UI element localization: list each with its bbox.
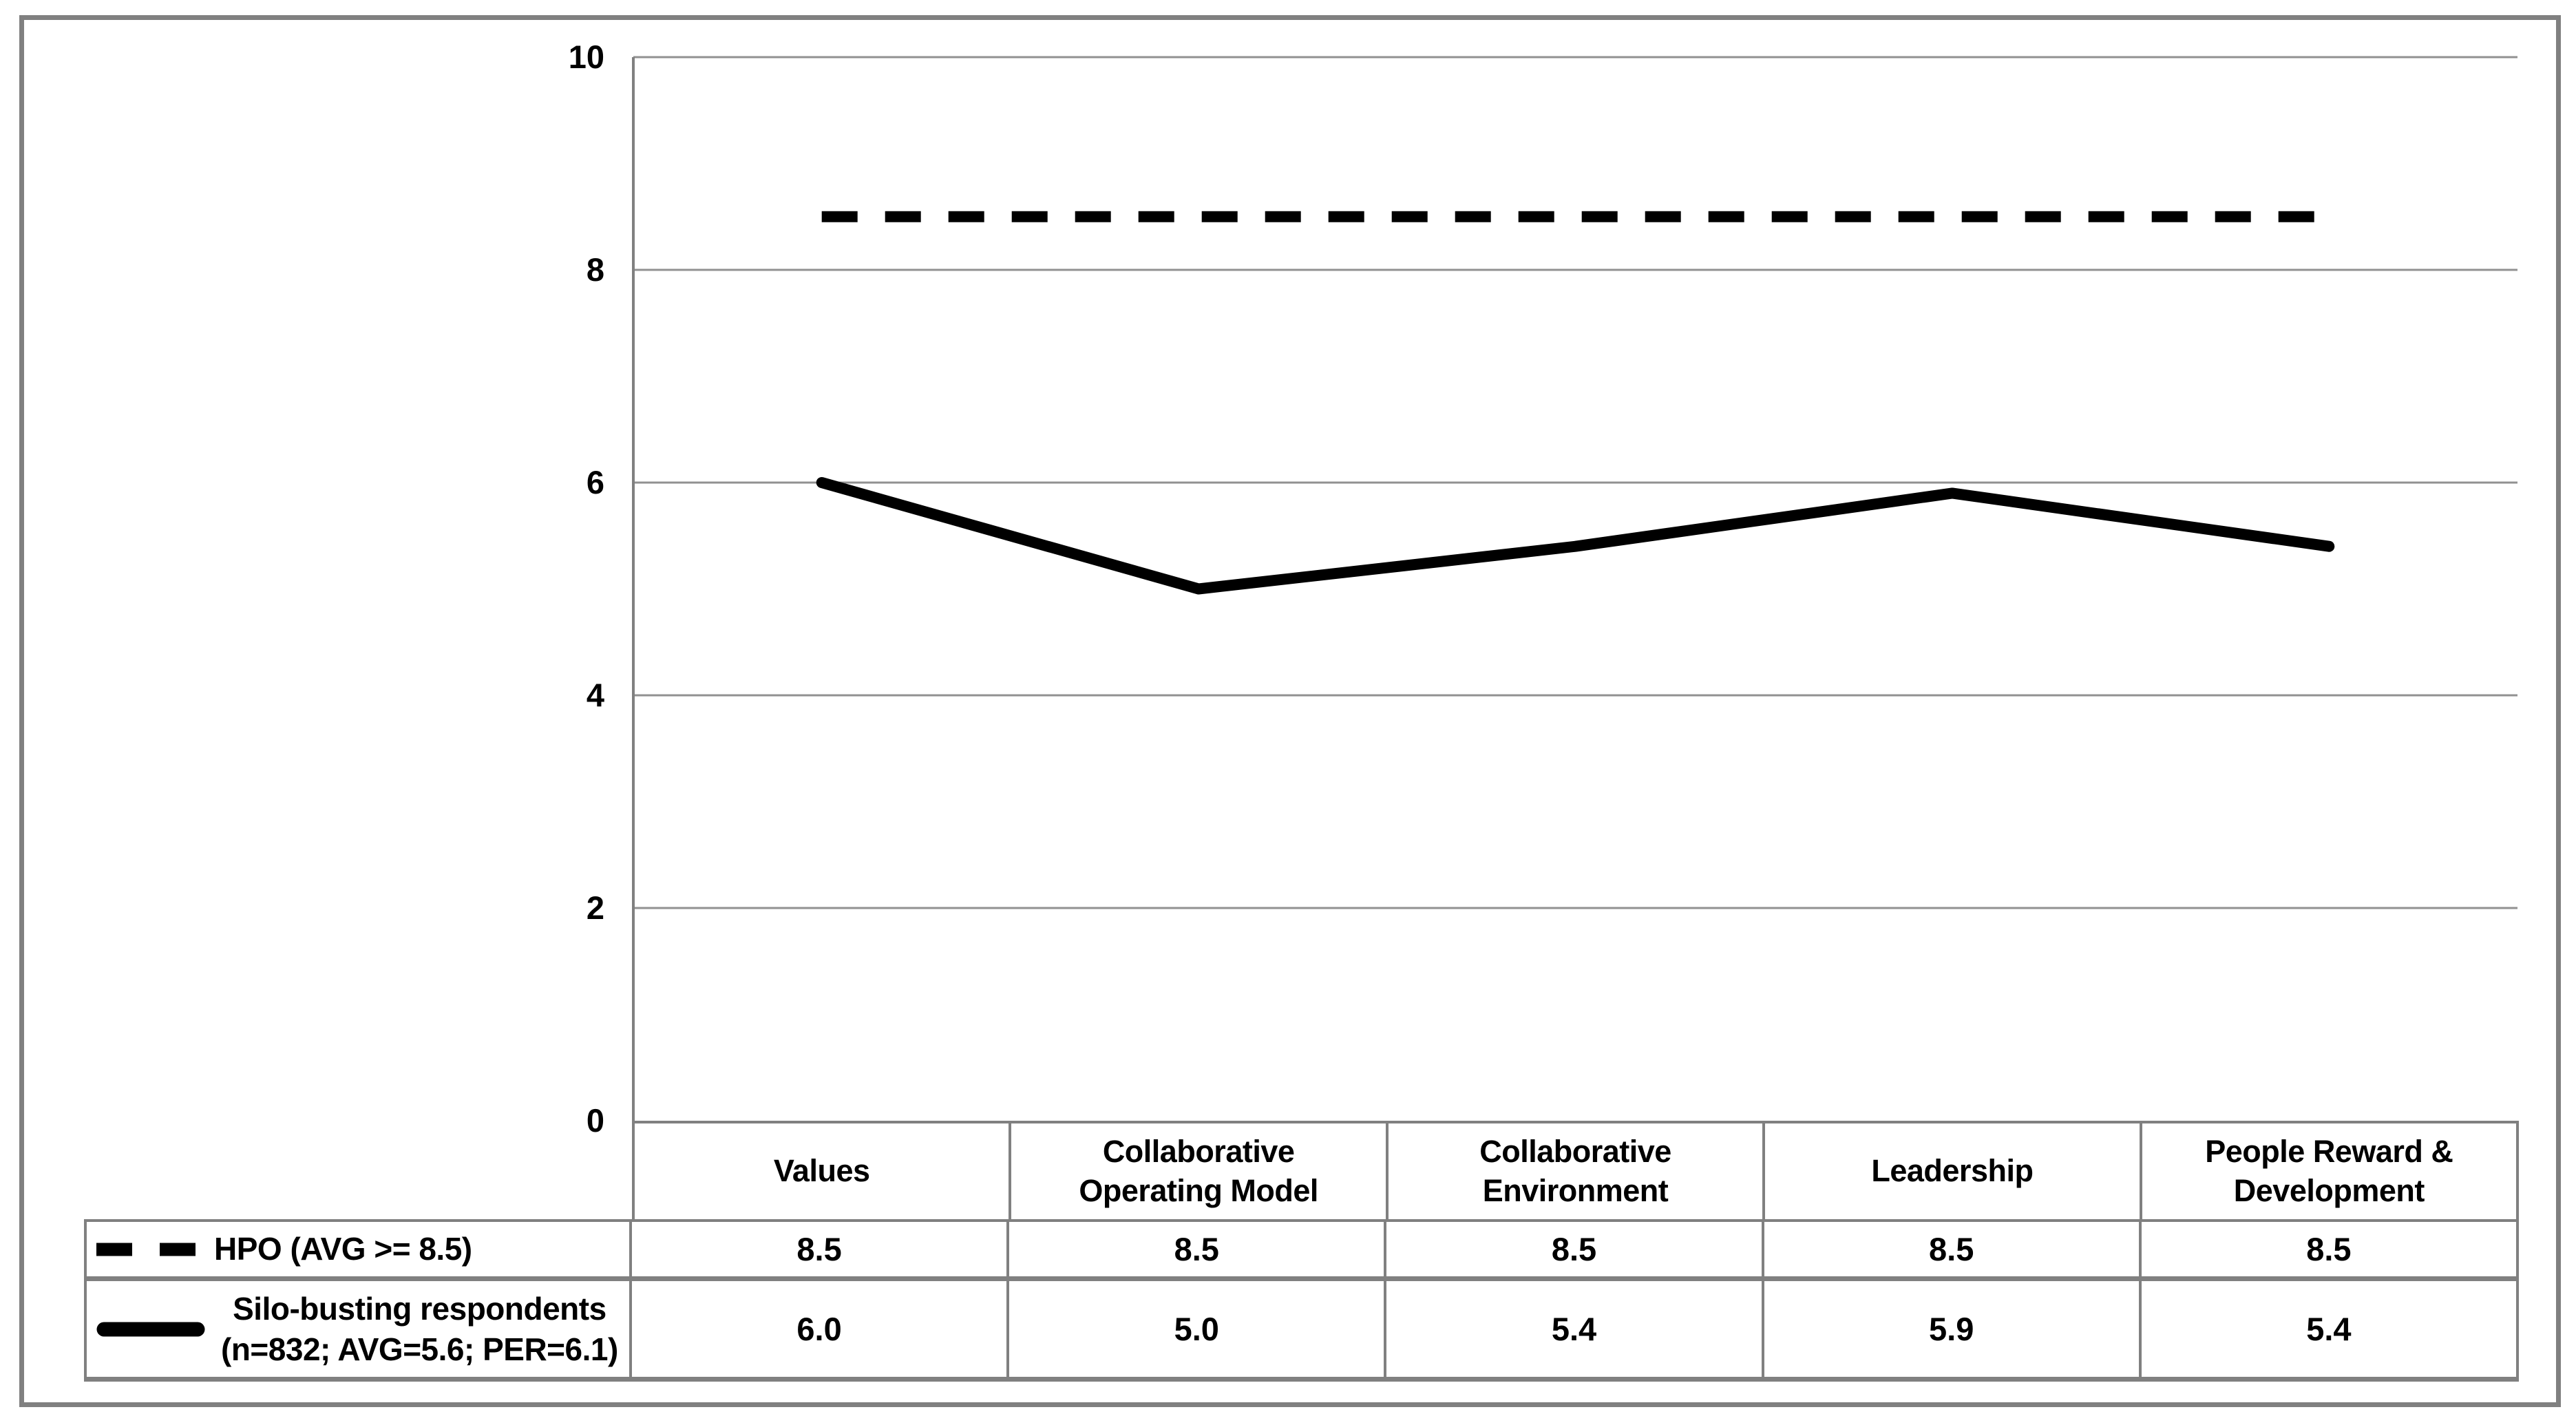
silo-solid-line-sample-icon (96, 1322, 205, 1336)
value-cell-hpo: 8.5 (1764, 1222, 2142, 1281)
value-cell-hpo: 8.5 (1009, 1222, 1387, 1281)
value-cell-silo: 5.0 (1009, 1281, 1387, 1382)
value-cell-hpo: 8.5 (2141, 1222, 2519, 1281)
y-axis-tick-label: 6 (587, 464, 604, 500)
legend-and-values-table: HPO (AVG >= 8.5) 8.5 8.5 8.5 8.5 8.5 Sil… (84, 1219, 2519, 1382)
y-axis-tick-label: 2 (587, 889, 604, 926)
value-cell-hpo: 8.5 (1386, 1222, 1764, 1281)
value-cell-silo: 5.9 (1764, 1281, 2142, 1382)
value-cell-silo: 5.4 (1386, 1281, 1764, 1382)
legend-cell-hpo: HPO (AVG >= 8.5) (84, 1222, 632, 1281)
outer-border (19, 15, 2561, 1407)
hpo-dashed-line-sample-icon (96, 1243, 197, 1256)
y-axis-tick-label: 4 (587, 677, 604, 713)
legend-label-silo: Silo-busting respondents (n=832; AVG=5.6… (221, 1289, 618, 1370)
value-cell-hpo: 8.5 (632, 1222, 1010, 1281)
legend-label-hpo: HPO (AVG >= 8.5) (214, 1231, 472, 1267)
legend-label-silo-line2: (n=832; AVG=5.6; PER=6.1) (221, 1331, 618, 1367)
series-line-solid (816, 477, 2335, 595)
category-header-cell: Leadership (1762, 1123, 2139, 1219)
category-header-cell: Values (773, 1153, 870, 1189)
y-axis-tick-label: 10 (569, 39, 604, 75)
y-axis-tick-label: 8 (587, 251, 604, 288)
legend-cell-silo: Silo-busting respondents (n=832; AVG=5.6… (84, 1281, 632, 1382)
legend-label-silo-line1: Silo-busting respondents (233, 1290, 606, 1327)
category-header-cell: People Reward & Development (2139, 1123, 2516, 1219)
value-cell-silo: 5.4 (2141, 1281, 2519, 1382)
category-header-cell: Collaborative Environment (1385, 1123, 1762, 1219)
category-header-cell: Collaborative Operating Model (1009, 1123, 1385, 1219)
category-header-row: Values Collaborative Operating Model Col… (632, 1121, 2519, 1222)
value-cell-silo: 6.0 (632, 1281, 1010, 1382)
y-axis-tick-label: 0 (587, 1102, 604, 1139)
